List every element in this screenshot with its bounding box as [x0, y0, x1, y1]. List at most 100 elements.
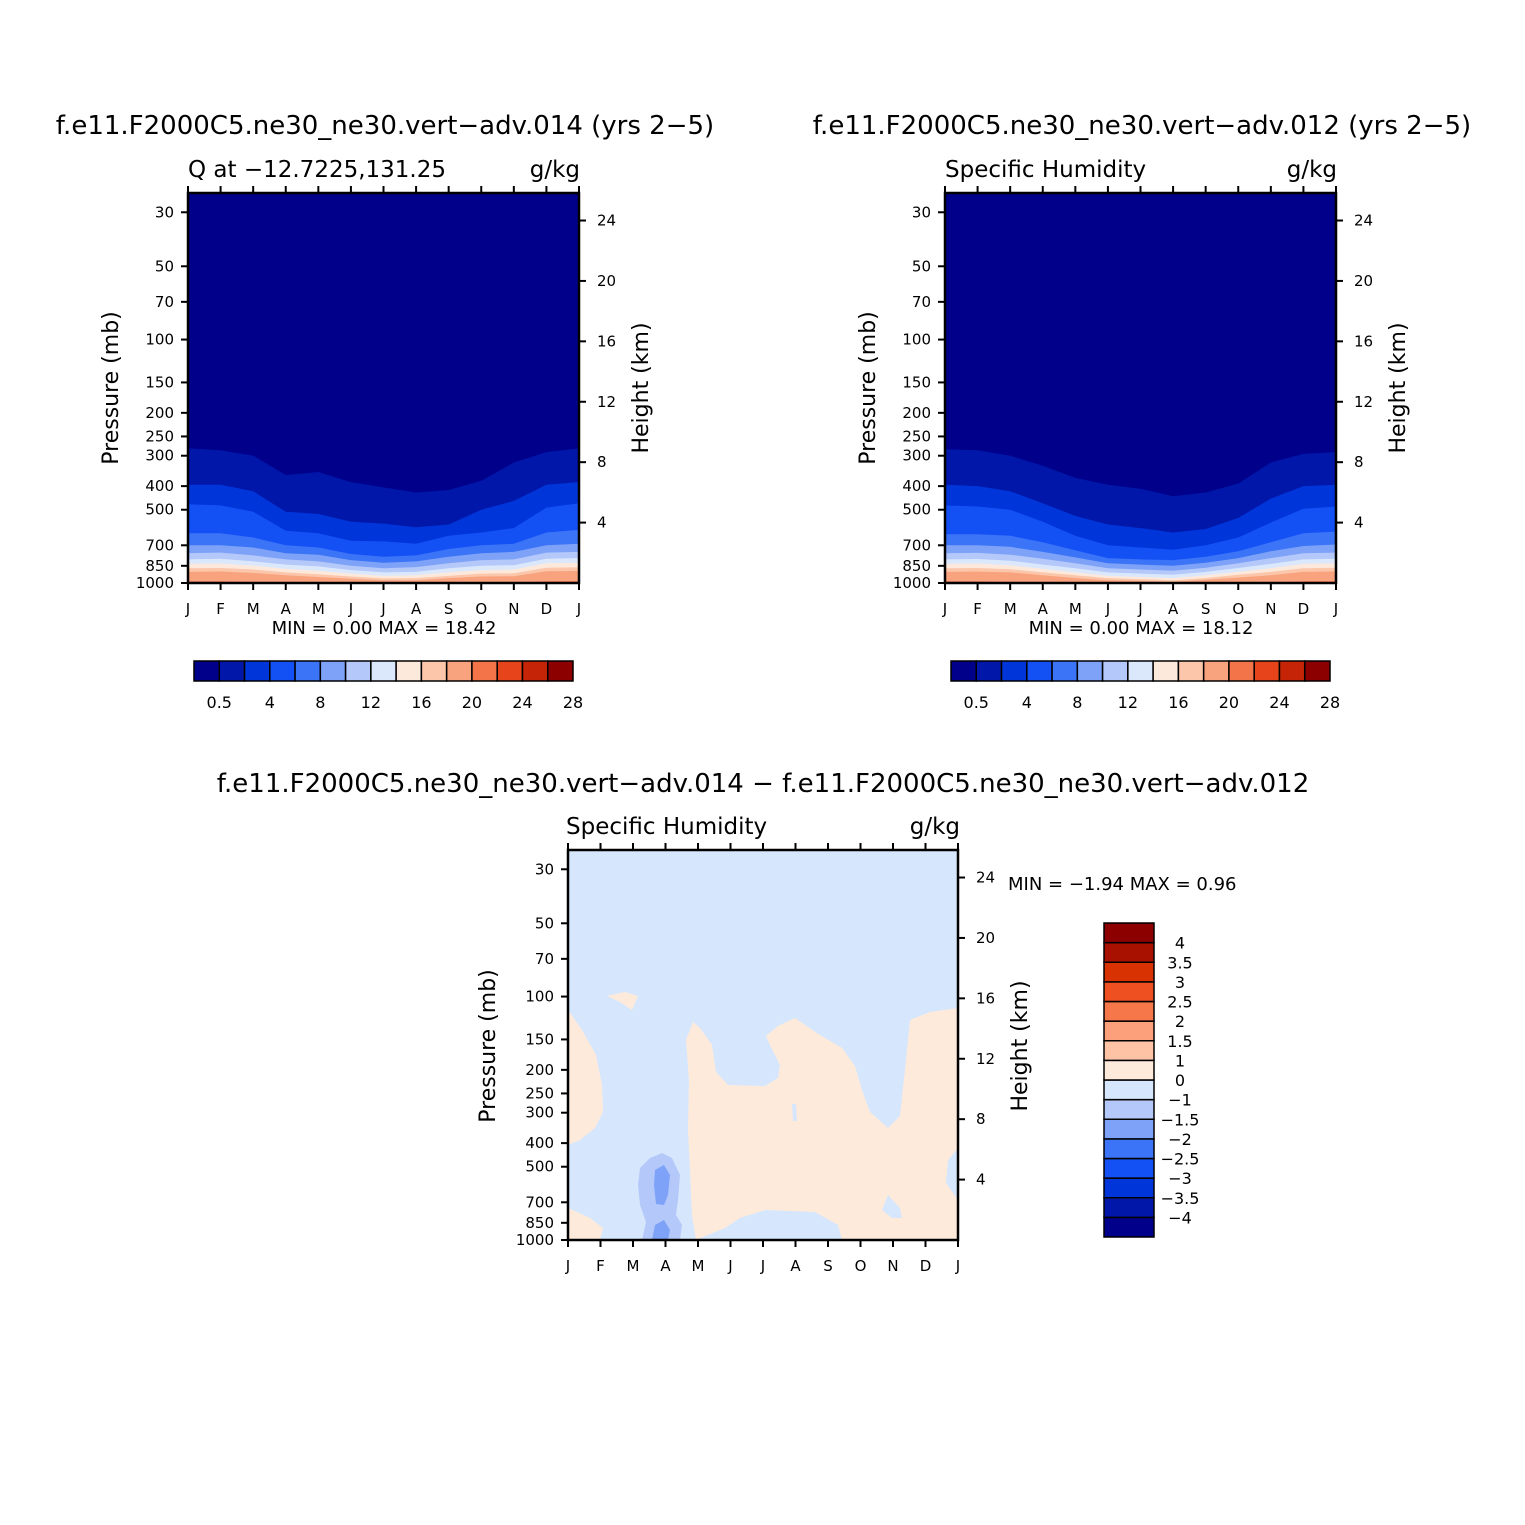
y-tick-label: 400	[902, 477, 931, 495]
y-tick-label: 300	[902, 447, 931, 465]
colorbar-swatch	[521, 660, 549, 682]
diff-region-neutral-island	[792, 1104, 797, 1121]
y-tick-label: 50	[912, 257, 931, 275]
y-tick-label: 400	[525, 1134, 554, 1152]
colorbar-swatch	[395, 660, 423, 682]
panel-title: f.e11.F2000C5.ne30_ne30.vert−adv.014 − f…	[217, 769, 1309, 799]
y-tick-label: 300	[525, 1104, 554, 1122]
plot-frame	[186, 191, 581, 585]
colorbar-label: 12	[1118, 693, 1138, 712]
x-tick-label: A	[1168, 600, 1179, 618]
x-tick-label: M	[312, 600, 325, 618]
x-tick-label: J	[760, 1257, 765, 1275]
colorbar-swatch	[1103, 1216, 1155, 1238]
plot-frame	[943, 191, 1338, 585]
colorbar-label: −2	[1168, 1130, 1192, 1149]
colorbar-label: −2.5	[1161, 1150, 1200, 1169]
y-tick-label: 700	[145, 536, 174, 554]
y-tick-label: 400	[145, 477, 174, 495]
y2-axis-label: Height (km)	[1386, 322, 1411, 453]
contour-plot-area: J F M A M J J A S O N D J 30 50 70 100 150 200 250 300 400 500…	[893, 186, 1373, 618]
colorbar-swatch	[1103, 1157, 1155, 1179]
colorbar-label: 24	[1269, 693, 1289, 712]
diff-region-positive	[686, 1008, 958, 1240]
x-tick-label: D	[1298, 600, 1310, 618]
contour-band-10	[188, 571, 579, 583]
y2-tick-label: 20	[1354, 272, 1373, 290]
x-tick-label: S	[1201, 600, 1211, 618]
y-tick-label: 200	[145, 404, 174, 422]
colorbar-swatch	[1103, 1079, 1155, 1101]
colorbar-swatch	[1103, 1197, 1155, 1219]
diff-region-positive	[568, 1010, 603, 1145]
x-tick-label: D	[920, 1257, 932, 1275]
colorbar-label: 20	[462, 693, 482, 712]
x-tick-label: S	[444, 600, 454, 618]
colorbar-label: −1.5	[1161, 1110, 1200, 1129]
colorbar-swatch	[975, 660, 1003, 682]
y2-tick-label: 24	[976, 869, 995, 887]
y-tick-label: 100	[145, 331, 174, 349]
x-tick-label: A	[660, 1257, 671, 1275]
panel-variable-label: Specific Humidity	[566, 814, 767, 840]
diff-region-neutral-island	[882, 1195, 902, 1218]
x-tick-label: D	[541, 600, 553, 618]
y-tick-label: 70	[535, 950, 554, 968]
y-tick-label: 500	[525, 1158, 554, 1176]
panel-difference: f.e11.F2000C5.ne30_ne30.vert−adv.014 − f…	[217, 769, 1309, 1275]
x-tick-label: J	[727, 1257, 732, 1275]
panel-units-label: g/kg	[1287, 157, 1337, 183]
diff-region-positive	[607, 992, 638, 1010]
y-tick-label: 200	[525, 1061, 554, 1079]
colorbar-swatch	[1103, 1118, 1155, 1140]
colorbar-swatch	[471, 660, 498, 682]
colorbar-swatch	[1202, 660, 1230, 682]
colorbar-swatch	[370, 660, 397, 682]
panel-units-label: g/kg	[530, 157, 580, 183]
y-tick-label: 50	[535, 914, 554, 932]
plot-frame	[566, 848, 960, 1242]
panel-top-right: f.e11.F2000C5.ne30_ne30.vert−adv.012 (yr…	[813, 111, 1471, 712]
colorbar-swatch	[1103, 941, 1155, 963]
x-tick-label: N	[508, 600, 519, 618]
y-tick-label: 250	[525, 1084, 554, 1102]
colorbar-swatch	[445, 660, 473, 682]
colorbar: 0.5 4 8 12 16 20 24 28	[950, 660, 1340, 712]
x-tick-label: M	[1004, 600, 1017, 618]
y-tick-label: 850	[145, 557, 174, 575]
colorbar-swatch	[1051, 660, 1079, 682]
x-tick-label: S	[823, 1257, 833, 1275]
colorbar-swatch	[1103, 1177, 1155, 1199]
x-tick-label: J	[1333, 600, 1338, 618]
y-tick-label: 250	[902, 427, 931, 445]
y-tick-label: 700	[902, 536, 931, 554]
panel-variable-label: Specific Humidity	[945, 157, 1146, 183]
y-tick-label: 850	[525, 1214, 554, 1232]
y2-tick-label: 16	[597, 332, 616, 350]
y-tick-label: 200	[902, 404, 931, 422]
colorbar-label: 12	[361, 693, 381, 712]
colorbar-swatch	[269, 660, 296, 682]
contour-plot-area: J F M A M J J A S O N D J 30 50 70 100 150 200 250 300 400 500…	[516, 843, 995, 1275]
y-tick-label: 70	[155, 293, 174, 311]
y-tick-label: 100	[902, 331, 931, 349]
min-max-stats: MIN = −1.94 MAX = 0.96	[1008, 874, 1237, 895]
y-tick-label: 1000	[893, 574, 931, 592]
x-tick-label: F	[973, 600, 982, 618]
y2-tick-label: 8	[1354, 453, 1364, 471]
x-tick-label: A	[790, 1257, 801, 1275]
x-tick-label: J	[576, 600, 581, 618]
x-tick-label: J	[942, 600, 947, 618]
colorbar-label: 3.5	[1167, 953, 1192, 972]
x-tick-label: J	[348, 600, 353, 618]
colorbar-swatch	[1177, 660, 1205, 682]
y2-tick-label: 24	[1354, 212, 1373, 230]
colorbar-label: 4	[1175, 934, 1185, 953]
colorbar-label: 24	[512, 693, 532, 712]
colorbar-swatch	[1278, 660, 1306, 682]
x-tick-label: M	[692, 1257, 705, 1275]
y-tick-label: 850	[902, 557, 931, 575]
colorbar-label: 2	[1175, 1012, 1185, 1031]
colorbar-label: 16	[411, 693, 431, 712]
colorbar-label: 16	[1168, 693, 1188, 712]
